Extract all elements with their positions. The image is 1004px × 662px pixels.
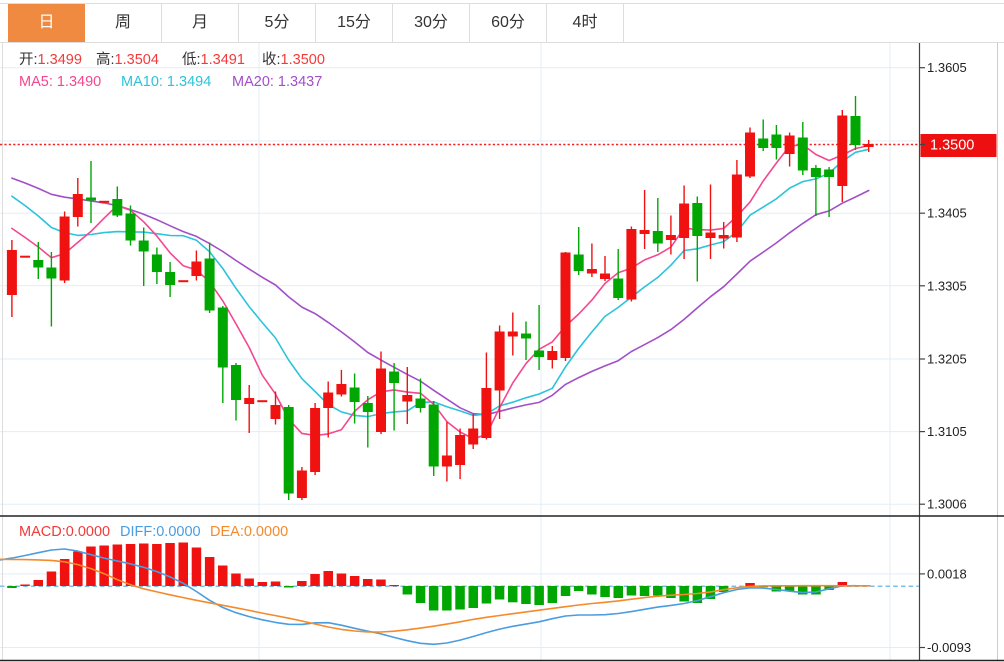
svg-text:DEA:0.0000: DEA:0.0000 [210,524,288,540]
svg-text:1.3105: 1.3105 [927,424,967,439]
svg-text:MA5: 1.3490: MA5: 1.3490 [19,74,101,90]
svg-text:1.3205: 1.3205 [927,352,967,367]
svg-text:低:1.3491: 低:1.3491 [182,51,245,68]
svg-text:开:1.3499: 开:1.3499 [19,52,82,68]
svg-text:MA20: 1.3437: MA20: 1.3437 [232,74,322,90]
svg-text:1.3305: 1.3305 [927,278,967,293]
svg-text:1.3500: 1.3500 [930,138,974,154]
svg-text:1.3605: 1.3605 [927,60,967,75]
svg-text:0.0018: 0.0018 [927,566,967,581]
svg-text:MACD:0.0000: MACD:0.0000 [19,524,110,540]
svg-text:DIFF:0.0000: DIFF:0.0000 [120,524,201,540]
svg-text:收:1.3500: 收:1.3500 [262,51,325,68]
svg-text:高:1.3504: 高:1.3504 [96,51,159,68]
svg-text:1.3405: 1.3405 [927,206,967,221]
svg-text:-0.0093: -0.0093 [927,640,971,655]
svg-text:1.3006: 1.3006 [927,497,967,512]
svg-text:MA10: 1.3494: MA10: 1.3494 [121,74,211,90]
